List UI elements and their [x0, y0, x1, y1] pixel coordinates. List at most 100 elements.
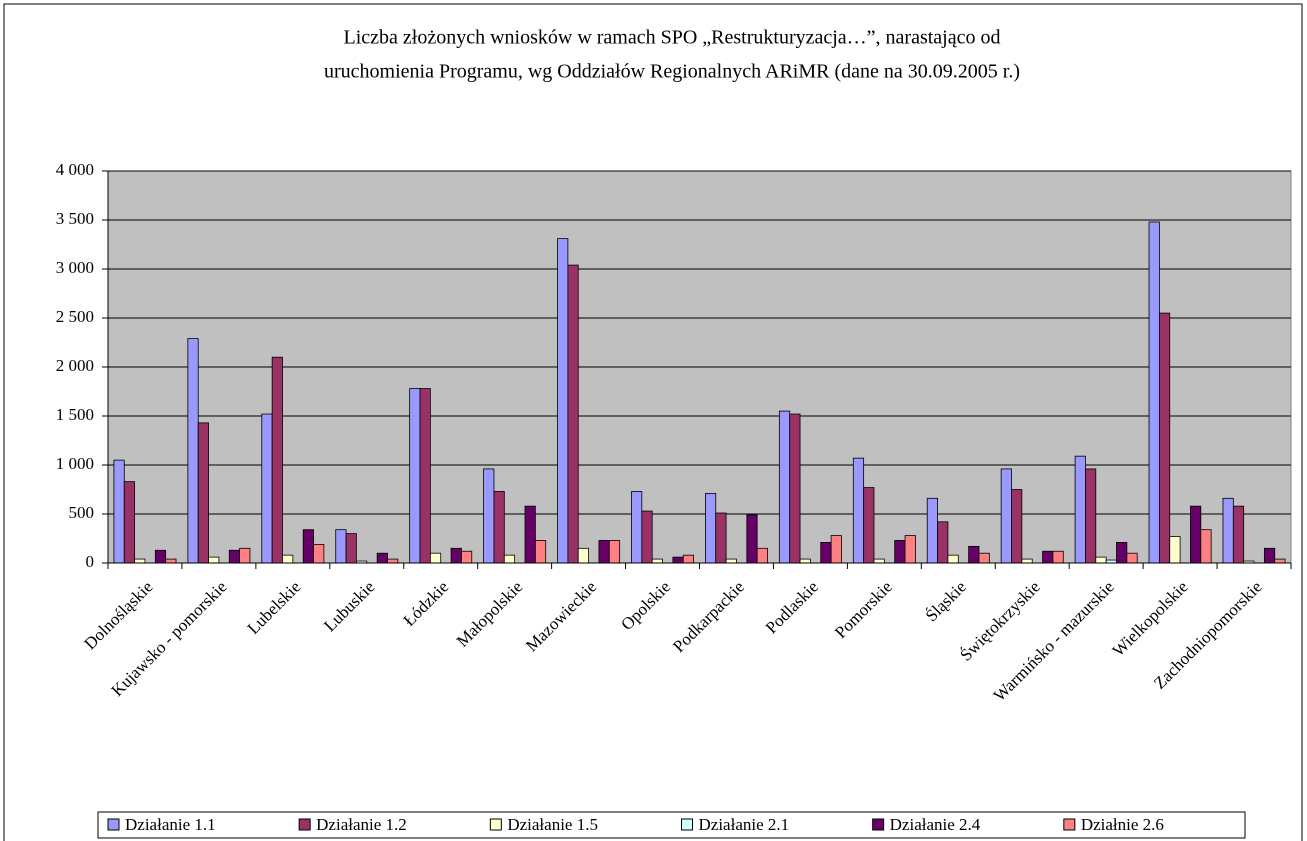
- bar: [937, 521, 949, 564]
- legend-label: Działanie 1.1: [125, 815, 216, 834]
- legend-label: Działanie 1.5: [507, 815, 598, 834]
- bar: [705, 493, 717, 564]
- legend-swatch: [681, 818, 693, 831]
- bar: [1052, 550, 1064, 564]
- legend: [97, 811, 1246, 839]
- bar: [461, 550, 473, 564]
- legend-swatch: [298, 818, 311, 831]
- bar: [778, 410, 791, 564]
- bar: [134, 558, 146, 564]
- bar: [756, 547, 768, 564]
- bar: [524, 505, 536, 564]
- bar: [208, 556, 220, 564]
- bar: [1021, 558, 1033, 564]
- bar: [154, 549, 167, 564]
- bar: [1200, 529, 1212, 564]
- bar: [598, 540, 610, 564]
- bar: [894, 540, 906, 564]
- bar: [282, 554, 294, 564]
- bar: [271, 356, 283, 564]
- bar: [968, 545, 980, 564]
- chart-title: uruchomienia Programu, wg Oddziałów Regi…: [324, 61, 1020, 83]
- bar: [313, 543, 325, 564]
- bar: [746, 514, 758, 564]
- bar: [830, 535, 842, 564]
- legend-swatch: [1063, 818, 1076, 831]
- bar: [187, 338, 199, 564]
- bar: [228, 549, 241, 564]
- y-tick-label: 1 500: [56, 405, 94, 424]
- bar: [165, 558, 177, 564]
- bar: [926, 497, 938, 564]
- bar: [863, 487, 875, 564]
- bar: [672, 556, 684, 564]
- y-tick-label: 1 000: [56, 454, 94, 473]
- y-tick-label: 3 500: [56, 209, 94, 228]
- bar: [197, 422, 209, 564]
- bar: [335, 529, 347, 564]
- y-tick-label: 2 000: [56, 356, 94, 375]
- bar: [651, 558, 663, 564]
- bar: [1126, 552, 1138, 564]
- bar: [577, 547, 589, 564]
- bar: [1274, 558, 1286, 564]
- bar: [947, 554, 959, 564]
- bar: [409, 388, 421, 564]
- bar: [1095, 556, 1107, 564]
- legend-label: Działanie 1.2: [316, 815, 407, 834]
- bar: [1085, 468, 1097, 564]
- bar: [1232, 505, 1245, 564]
- bar: [1148, 221, 1160, 564]
- y-tick-label: 3 000: [56, 258, 94, 277]
- bar: [493, 491, 505, 564]
- bar: [534, 540, 547, 564]
- legend-label: Działanie 2.1: [699, 815, 790, 834]
- bar: [789, 413, 801, 564]
- chart-title: Liczba złożonych wniosków w ramach SPO „…: [344, 27, 1001, 49]
- bar: [1190, 505, 1202, 564]
- bar: [1169, 536, 1181, 564]
- bar: [387, 558, 399, 564]
- bar: [302, 529, 314, 564]
- legend-label: Działanie 2.4: [890, 815, 981, 834]
- bar: [1042, 550, 1054, 564]
- bar: [567, 264, 579, 564]
- bar: [608, 540, 621, 564]
- bar: [450, 547, 462, 564]
- bar: [239, 547, 251, 564]
- legend-swatch: [872, 818, 885, 831]
- bar: [1222, 497, 1234, 564]
- bar: [261, 413, 273, 564]
- bar: [715, 512, 727, 564]
- bar: [376, 552, 388, 564]
- y-tick-label: 0: [86, 552, 95, 571]
- bar: [725, 558, 737, 564]
- bar: [483, 468, 495, 564]
- legend-label: Działnie 2.6: [1081, 815, 1164, 834]
- bar: [873, 558, 885, 564]
- bar: [978, 552, 990, 564]
- bar: [682, 554, 694, 564]
- bar: [503, 554, 516, 564]
- y-tick-label: 2 500: [56, 307, 94, 326]
- bar: [1011, 489, 1023, 564]
- bar: [852, 457, 865, 564]
- bar: [113, 459, 125, 564]
- bar: [820, 542, 832, 564]
- y-tick-label: 500: [69, 503, 95, 522]
- bar: [419, 388, 431, 564]
- bar: [1000, 468, 1012, 564]
- bar: [641, 510, 653, 564]
- bar: [631, 491, 643, 564]
- bar: [123, 481, 136, 564]
- bar: [1158, 312, 1171, 564]
- bar: [904, 535, 916, 564]
- bar: [429, 552, 442, 564]
- y-tick-label: 4 000: [56, 160, 94, 179]
- legend-swatch: [107, 818, 120, 831]
- bar: [799, 558, 811, 564]
- bar: [345, 533, 357, 564]
- bar: [1074, 455, 1086, 564]
- bar: [557, 238, 569, 564]
- legend-swatch: [489, 818, 502, 831]
